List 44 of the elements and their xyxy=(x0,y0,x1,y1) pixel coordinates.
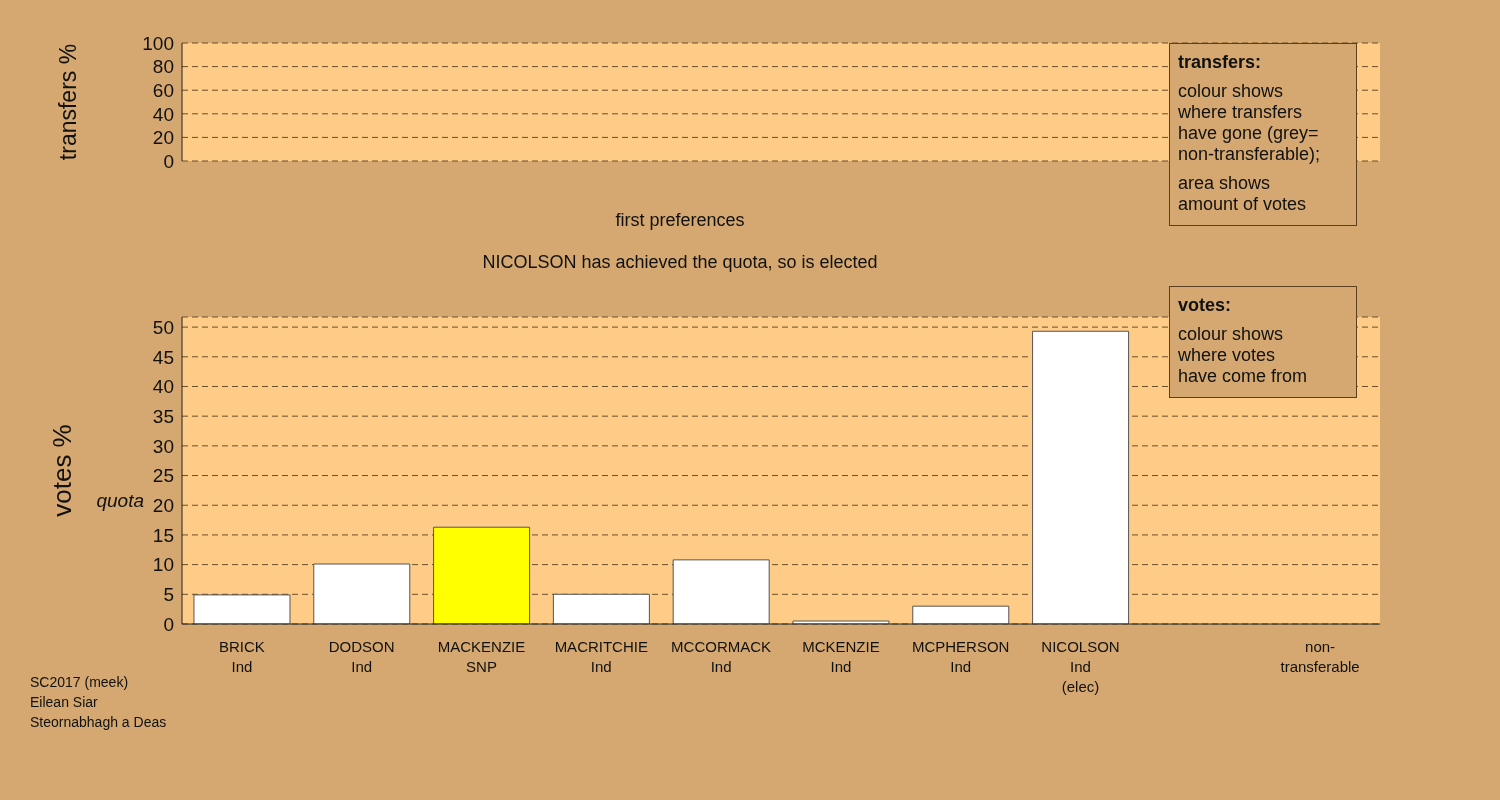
y-tick-label: 0 xyxy=(163,150,174,172)
y-tick-label: 15 xyxy=(152,524,174,546)
x-tick-label: NICOLSON Ind (elec) xyxy=(1041,638,1120,695)
y-tick-label: 40 xyxy=(152,103,174,125)
y-axis-title: transfers % xyxy=(55,43,82,161)
y-tick-label: 100 xyxy=(142,32,174,54)
bar xyxy=(552,593,650,624)
y-tick-label: 80 xyxy=(152,56,174,78)
chart-subtitle: NICOLSON has achieved the quota, so is elected xyxy=(481,252,879,273)
bar xyxy=(1032,330,1130,624)
y-tick-label: 45 xyxy=(152,346,174,368)
x-tick-label: MCCORMACK Ind xyxy=(671,638,772,675)
y-tick-label: 5 xyxy=(163,584,174,606)
bar xyxy=(433,526,531,624)
chart-title: first preferences xyxy=(614,210,746,231)
y-tick-label: 20 xyxy=(152,494,174,516)
bar xyxy=(912,605,1010,624)
annotation: colour shows where transfers have gone (grey= non-transferable); xyxy=(1178,81,1322,165)
y-axis-title: votes % xyxy=(47,424,78,517)
annotation: transfers: xyxy=(1178,52,1263,73)
x-tick-label: MACRITCHIE Ind xyxy=(554,638,648,675)
y-tick-label: 10 xyxy=(152,554,174,576)
y-tick-label: 20 xyxy=(152,127,174,149)
y-tick-label: 35 xyxy=(152,405,174,427)
x-tick-label: BRICK Ind xyxy=(218,638,265,675)
x-tick-label: non- transferable xyxy=(1280,638,1360,675)
text: SC2017 (meek) Eilean Siar Steornabhagh a Deas xyxy=(30,673,167,732)
bar xyxy=(193,594,291,624)
note-box: transfers: colour shows where transfers have gone (grey= non-transferable); area shows amount of votes xyxy=(1169,43,1357,226)
x-tick-label: MCKENZIE Ind xyxy=(802,638,880,675)
y-tick-label: 25 xyxy=(152,465,174,487)
x-tick-label: MACKENZIE SNP xyxy=(437,638,526,675)
y-tick-label: 30 xyxy=(152,435,174,457)
note-box: votes: colour shows where votes have come from xyxy=(1169,286,1357,398)
bar xyxy=(313,563,411,624)
x-tick-label: MCPHERSON Ind xyxy=(911,638,1010,675)
y-tick-label: 0 xyxy=(163,613,174,635)
y-tick-label: 40 xyxy=(152,376,174,398)
annotation: colour shows where votes have come from xyxy=(1178,324,1309,387)
bar xyxy=(672,559,770,624)
y-tick-label: 60 xyxy=(152,79,174,101)
y-tick-label: 50 xyxy=(152,316,174,338)
text: quota xyxy=(96,490,144,512)
x-tick-label: DODSON Ind xyxy=(328,638,395,675)
